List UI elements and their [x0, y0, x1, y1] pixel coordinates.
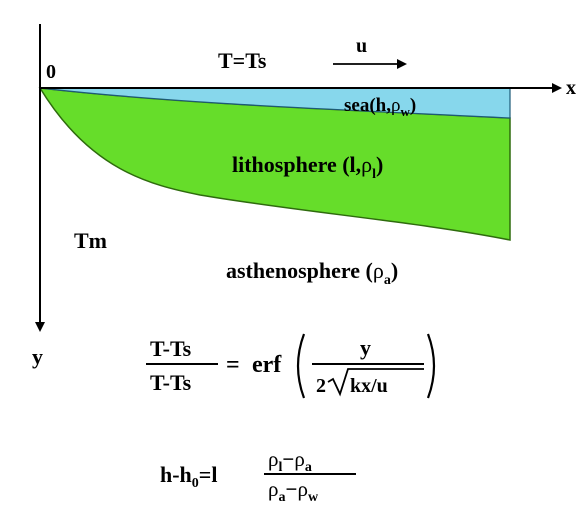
eq2-lhs: h-h0=l — [160, 462, 217, 491]
sea-region — [39, 87, 511, 119]
eq1-radicand: kx/u — [350, 375, 388, 397]
equation-depth: h-h0=l ρl−ρa ρa−ρw — [160, 447, 356, 505]
velocity-label: u — [356, 35, 367, 57]
lithosphere-label: lithosphere (l,ρl) — [232, 152, 383, 182]
eq1-coefficient: 2 — [316, 375, 326, 397]
eq1-numerator: T-Ts — [150, 336, 192, 361]
eq1-fraction-numerator: y — [360, 335, 371, 360]
eq1-sqrt-symbol — [327, 368, 424, 397]
eq1-equals: = — [226, 352, 240, 378]
x-axis-label: x — [566, 77, 576, 99]
mantle-temp-label: Tm — [74, 228, 107, 253]
asthenosphere-label: asthenosphere (ρa) — [226, 258, 398, 288]
eq2-denominator: ρa−ρw — [268, 477, 319, 505]
eq1-right-paren — [426, 333, 436, 399]
surface-temp-label: T=Ts — [218, 48, 267, 73]
eq2-numerator: ρl−ρa — [268, 447, 312, 475]
eq1-denominator: T-Ts — [150, 370, 192, 395]
eq1-function: erf — [252, 352, 282, 378]
y-axis-label: y — [32, 344, 43, 369]
eq1-left-paren — [296, 333, 306, 399]
sea-label: sea(h,ρw) — [344, 95, 416, 119]
equation-erf: T-Ts T-Ts = erf y 2 kx/u — [146, 333, 436, 399]
origin-label: 0 — [46, 61, 56, 83]
